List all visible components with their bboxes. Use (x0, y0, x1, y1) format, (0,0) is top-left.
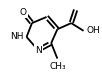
Text: OH: OH (87, 26, 100, 35)
Text: O: O (20, 8, 27, 17)
Text: N: N (35, 46, 42, 55)
Text: CH₃: CH₃ (49, 62, 66, 71)
Text: NH: NH (10, 32, 23, 41)
